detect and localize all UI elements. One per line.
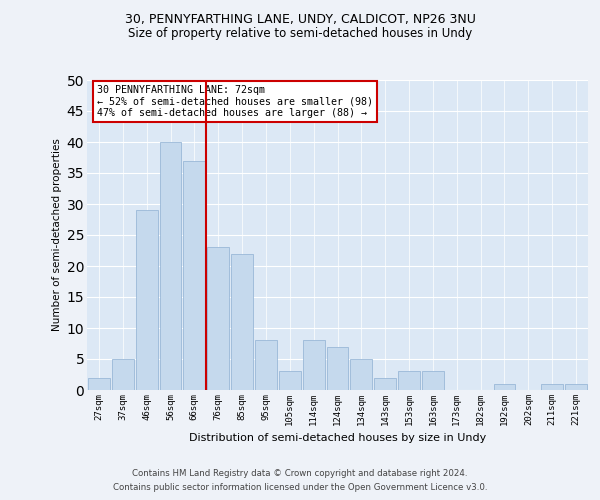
Text: Contains HM Land Registry data © Crown copyright and database right 2024.: Contains HM Land Registry data © Crown c… [132, 468, 468, 477]
Bar [231, 254, 253, 390]
Bar [112, 359, 134, 390]
Bar [302, 340, 325, 390]
Bar [374, 378, 396, 390]
Bar [160, 142, 181, 390]
Bar [565, 384, 587, 390]
Bar [136, 210, 158, 390]
Text: 30 PENNYFARTHING LANE: 72sqm
← 52% of semi-detached houses are smaller (98)
47% : 30 PENNYFARTHING LANE: 72sqm ← 52% of se… [97, 84, 373, 118]
Bar [494, 384, 515, 390]
Bar [88, 378, 110, 390]
Bar [184, 160, 205, 390]
Bar [255, 340, 277, 390]
Bar [398, 372, 420, 390]
Y-axis label: Number of semi-detached properties: Number of semi-detached properties [52, 138, 62, 332]
Bar [422, 372, 444, 390]
Bar [279, 372, 301, 390]
Bar [350, 359, 373, 390]
Text: Size of property relative to semi-detached houses in Undy: Size of property relative to semi-detach… [128, 28, 472, 40]
Text: Contains public sector information licensed under the Open Government Licence v3: Contains public sector information licen… [113, 484, 487, 492]
Bar [326, 346, 349, 390]
X-axis label: Distribution of semi-detached houses by size in Undy: Distribution of semi-detached houses by … [189, 434, 486, 444]
Bar [207, 248, 229, 390]
Text: 30, PENNYFARTHING LANE, UNDY, CALDICOT, NP26 3NU: 30, PENNYFARTHING LANE, UNDY, CALDICOT, … [125, 12, 475, 26]
Bar [541, 384, 563, 390]
